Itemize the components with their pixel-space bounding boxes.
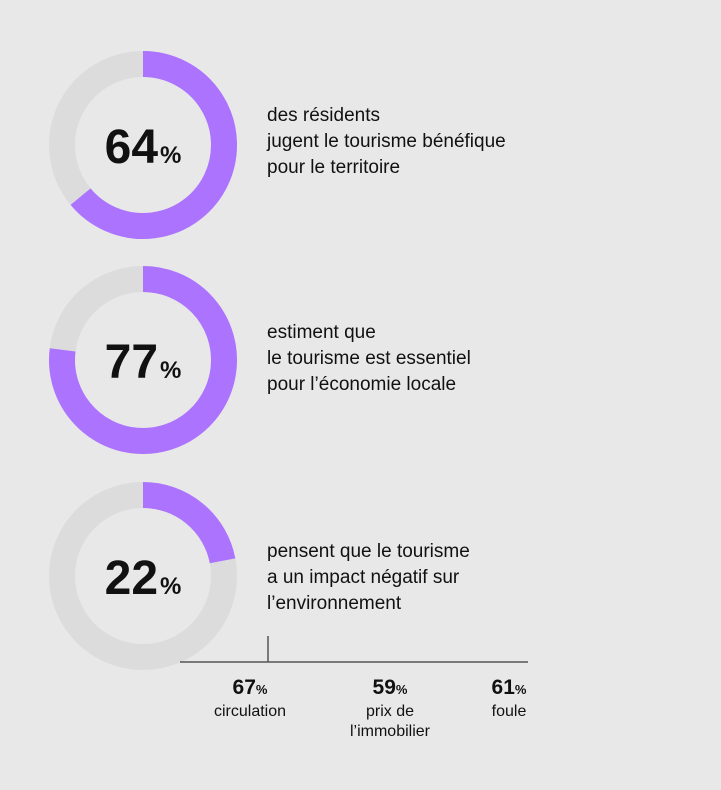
- breakdown-value: 59%: [372, 676, 408, 699]
- stat-text-3: pensent que le tourisme a un impact néga…: [267, 541, 470, 614]
- breakdown-label: foule: [491, 703, 527, 720]
- donut-segment: [142, 482, 236, 564]
- donut-segment: [49, 266, 237, 454]
- breakdown-label: l’immobilier: [349, 723, 430, 740]
- stat-text-1: des résidents jugent le tourisme bénéfiq…: [267, 105, 506, 178]
- breakdown-label: prix de: [365, 703, 415, 720]
- breakdown-circulation: 67% circulation: [180, 676, 320, 722]
- breakdown-value: 67%: [232, 676, 268, 699]
- donut-segment: [70, 51, 237, 239]
- breakdown-foule: 61% foule: [439, 676, 579, 722]
- donut-value: 64%: [105, 121, 182, 174]
- breakdown-immobilier: 59% prix de l’immobilier: [320, 676, 460, 742]
- breakdown-value: 61%: [491, 676, 527, 699]
- donut-value: 22%: [105, 552, 182, 605]
- donut-value: 77%: [105, 336, 182, 389]
- breakdown-label: circulation: [213, 703, 287, 720]
- stat-text-2: estiment que le tourisme est essentiel p…: [267, 322, 471, 395]
